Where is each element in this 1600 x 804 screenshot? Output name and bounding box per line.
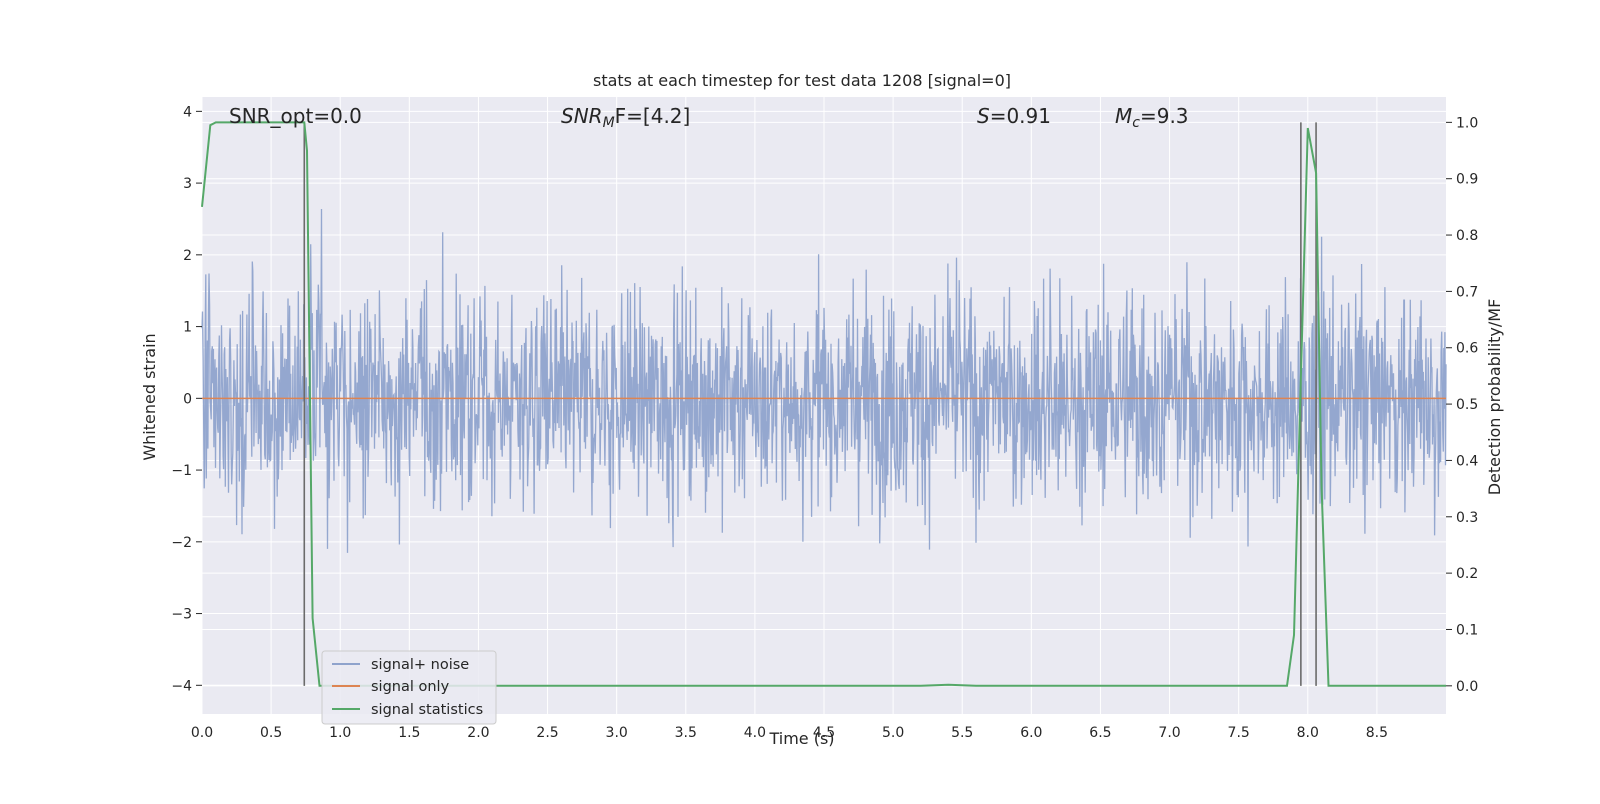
x-tick-label: 3.0 [606,725,628,741]
annotation-mc-val: =9.3 [1140,104,1189,128]
y-tick-label-left: 0 [183,391,192,407]
x-tick-label: 0.0 [191,725,213,741]
x-tick-label: 4.0 [744,725,766,741]
x-tick-label: 6.0 [1020,725,1042,741]
y-tick-label-right: 0.8 [1456,228,1478,244]
annotation-snr-mf-sub: M [603,115,615,131]
y-tick-label-left: 1 [183,320,192,336]
y-tick-label-right: 0.7 [1456,284,1478,300]
x-tick-label: 7.0 [1158,725,1180,741]
y-tick-label-right: 0.2 [1456,566,1478,582]
y-tick-label-left: −4 [171,678,192,694]
x-tick-label: 1.0 [329,725,351,741]
legend-label-signal-noise: signal+ noise [371,657,469,673]
legend-label-signal-statistics: signal statistics [371,702,483,718]
x-tick-label: 8.5 [1366,725,1388,741]
x-tick-label: 8.0 [1297,725,1319,741]
legend-box [321,650,497,725]
x-tick-label: 5.5 [951,725,973,741]
y-tick-label-left: −2 [171,535,192,551]
tick-labels: 0.0 0.5 1.0 1.5 2.0 2.5 3.0 3.5 4.0 4.5 5.0 5.5 6.0 6… [171,104,1478,741]
x-tick-label: 3.5 [675,725,697,741]
annotation-mc-sub: c [1132,115,1140,131]
signal-statistics-series [201,121,1446,687]
y-tick-label-right: 0.4 [1456,453,1478,469]
legend: signal+ noise signal only signal statist… [321,650,497,725]
annotation-s-var: S [977,104,990,128]
y-tick-label-right: 0.1 [1456,622,1478,638]
y-tick-label-right: 0.9 [1456,172,1478,188]
y-tick-label-left: 4 [183,104,192,120]
x-tick-label: 7.5 [1228,725,1250,741]
y-tick-label-right: 0.6 [1456,341,1478,357]
y-tick-label-right: 0.5 [1456,397,1478,413]
annotation-snr-opt: SNR_opt=0.0 [229,104,362,128]
annotation-s-val: =0.91 [990,104,1051,128]
annotation-snr-mf: SNRMF=[4.2] [561,104,690,131]
y-tick-label-left: −3 [171,607,192,623]
x-tick-label: 5.0 [882,725,904,741]
annotation-snr-mf-rest: F=[4.2] [615,104,691,128]
y-axis-label-left: Whitened strain [140,333,159,460]
y-tick-label-right: 1.0 [1456,115,1478,131]
y-tick-label-left: 3 [183,176,192,192]
signal-noise-line [201,208,1447,553]
y-tick-label-right: 0.3 [1456,510,1478,526]
x-axis-label: Time (s) [768,729,834,748]
x-tick-label: 2.5 [536,725,558,741]
signal-noise-series [201,208,1447,553]
x-tick-label: 4.5 [813,725,835,741]
x-tick-label: 2.0 [467,725,489,741]
annotation-mc-var: M [1115,104,1132,128]
y-tick-label-left: 2 [183,248,192,264]
y-tick-label-right: 0.0 [1456,679,1478,695]
legend-label-signal-only: signal only [371,679,450,695]
annotation-mc: Mc=9.3 [1115,104,1189,131]
annotation-snr-mf-base: SNR [561,104,603,128]
y-tick-label-left: −1 [171,463,192,479]
x-tick-label: 6.5 [1089,725,1111,741]
y-axis-label-right: Detection probability/MF [1485,299,1504,496]
x-tick-label: 0.5 [260,725,282,741]
chart-title: stats at each timestep for test data 120… [593,71,1011,90]
x-tick-label: 1.5 [398,725,420,741]
annotation-s: S=0.91 [977,104,1051,128]
signal-statistics-line [201,121,1446,687]
